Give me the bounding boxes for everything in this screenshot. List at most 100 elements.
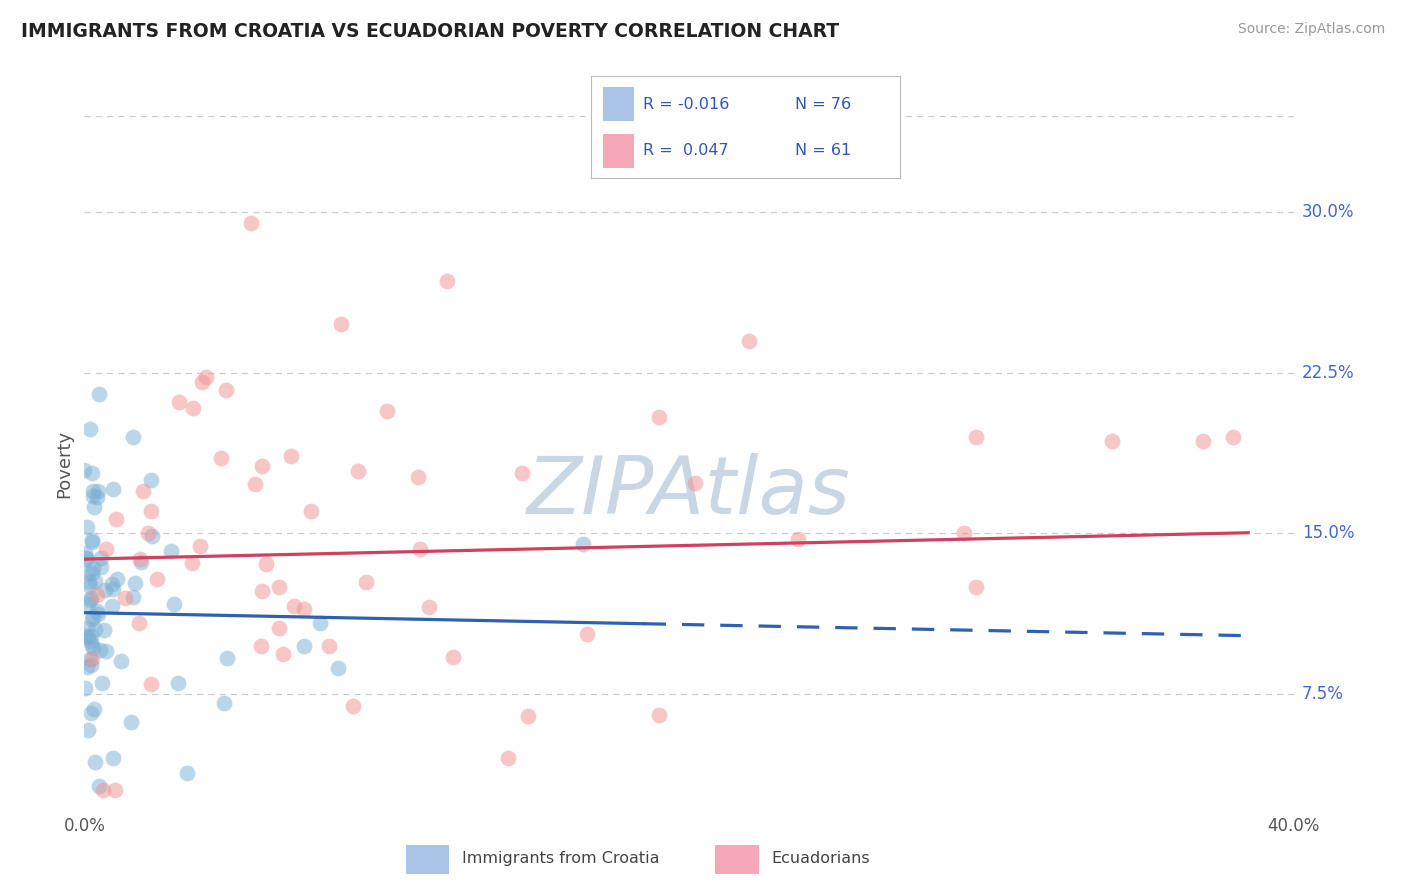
Point: [572, 537, 595, 551]
Point: [128, 615, 150, 630]
Text: 30.0%: 30.0%: [1302, 203, 1354, 221]
Point: [91, 676, 114, 690]
Point: [79, 652, 101, 666]
Point: [953, 526, 976, 541]
Point: [354, 575, 377, 590]
Point: [80, 533, 103, 547]
Point: [139, 473, 162, 487]
Point: [82, 640, 104, 655]
Point: [82, 652, 104, 666]
Point: [120, 715, 142, 730]
Point: [86, 588, 108, 602]
Text: R =  0.047: R = 0.047: [643, 143, 728, 158]
Point: [436, 274, 458, 288]
Point: [124, 576, 146, 591]
Point: [80, 629, 103, 643]
Point: [73, 681, 96, 695]
Point: [252, 458, 274, 473]
Point: [80, 466, 103, 480]
Point: [77, 621, 100, 635]
Point: [114, 591, 136, 605]
Point: [685, 476, 707, 491]
Point: [79, 579, 101, 593]
Point: [1222, 430, 1244, 444]
Point: [280, 450, 302, 464]
Point: [89, 387, 111, 401]
Point: [292, 602, 315, 616]
Point: [77, 597, 100, 611]
Point: [80, 612, 103, 626]
Text: Immigrants from Croatia: Immigrants from Croatia: [461, 851, 659, 866]
Point: [91, 783, 114, 797]
Point: [195, 369, 218, 384]
Point: [647, 708, 671, 723]
Point: [375, 404, 398, 418]
Point: [75, 629, 97, 643]
Point: [76, 520, 98, 534]
Point: [576, 626, 599, 640]
Point: [136, 526, 159, 541]
Point: [441, 650, 464, 665]
Point: [90, 560, 112, 574]
Point: [271, 648, 294, 662]
Point: [181, 401, 204, 416]
Point: [145, 572, 167, 586]
Point: [738, 334, 761, 348]
Text: N = 76: N = 76: [794, 96, 851, 112]
Point: [188, 539, 211, 553]
Point: [80, 658, 103, 673]
Point: [83, 574, 105, 588]
Point: [269, 580, 291, 594]
Point: [167, 395, 190, 409]
Point: [283, 599, 305, 614]
Bar: [716, 845, 759, 874]
Point: [648, 410, 671, 425]
Text: ZIPAtlas: ZIPAtlas: [527, 452, 851, 531]
Point: [406, 470, 429, 484]
Point: [121, 430, 143, 444]
Point: [75, 551, 97, 566]
Point: [83, 702, 105, 716]
Point: [510, 467, 533, 481]
Point: [80, 706, 103, 720]
Point: [166, 676, 188, 690]
Point: [254, 558, 277, 572]
Point: [82, 535, 104, 549]
Text: Ecuadorians: Ecuadorians: [770, 851, 870, 866]
Point: [215, 650, 238, 665]
Point: [82, 610, 104, 624]
Point: [299, 503, 322, 517]
Y-axis label: Poverty: Poverty: [55, 430, 73, 498]
Point: [103, 751, 125, 765]
Point: [786, 532, 808, 546]
Point: [93, 624, 115, 638]
Point: [141, 528, 163, 542]
Point: [250, 639, 273, 653]
Point: [517, 708, 540, 723]
Point: [80, 638, 103, 652]
Point: [308, 616, 330, 631]
Point: [79, 422, 101, 436]
Point: [110, 654, 132, 668]
Point: [77, 575, 100, 590]
Bar: [406, 845, 450, 874]
Point: [80, 566, 103, 581]
Point: [80, 591, 103, 605]
Point: [121, 590, 143, 604]
Point: [94, 542, 117, 557]
Point: [163, 597, 186, 611]
Point: [1191, 434, 1213, 449]
Point: [347, 464, 370, 478]
Point: [75, 546, 97, 560]
Point: [141, 677, 163, 691]
Point: [84, 622, 107, 636]
Point: [86, 490, 108, 504]
Point: [82, 561, 104, 575]
Point: [77, 566, 100, 580]
Point: [104, 512, 127, 526]
Point: [330, 317, 353, 331]
Point: [160, 543, 183, 558]
Point: [103, 482, 125, 496]
Point: [243, 477, 266, 491]
Point: [73, 463, 96, 477]
